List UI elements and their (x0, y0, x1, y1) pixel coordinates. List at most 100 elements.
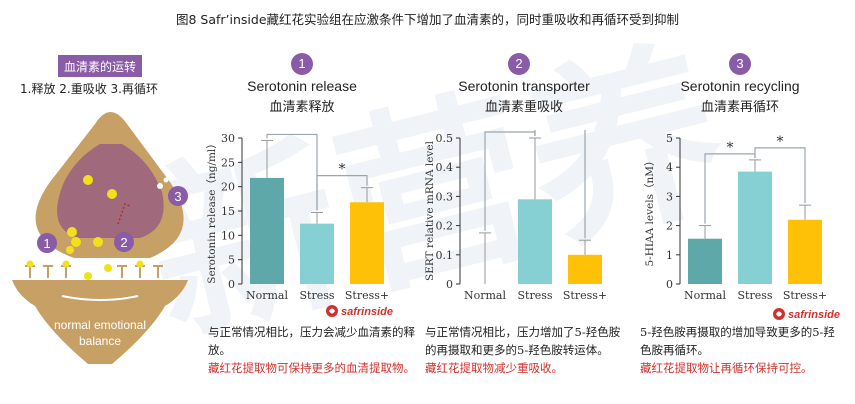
brand-name: safrinside (341, 306, 393, 318)
y-tick-label: 15 (221, 205, 235, 218)
safrinside-logo-1: safrinside (326, 305, 393, 318)
brand-name: safrinside (788, 309, 840, 321)
y-tick-label: 2 (666, 220, 673, 233)
vesicle (93, 237, 103, 247)
marker-1-label: 1 (43, 236, 50, 251)
category-label: Stress (517, 289, 552, 302)
y-tick-label: 30 (221, 132, 235, 145)
panel-2-desc-highlight: 藏红花提取物减少重吸收。 (425, 361, 563, 375)
vesicle (67, 227, 77, 237)
reuptake-arrow (117, 203, 131, 225)
y-axis-label: 5-HIAA levels（nM） (644, 155, 656, 266)
serotonin-dot (104, 264, 112, 272)
bar-stress (300, 223, 334, 284)
figure-title: 图8 Safr’inside藏红花实验组在应激条件下增加了血清素的，同时重吸收和… (175, 12, 680, 27)
serotonin-dot (84, 272, 92, 280)
y-axis-label: SERT relative mRNA level (424, 140, 436, 281)
y-tick-label: 4 (666, 161, 673, 174)
panel-1-description: 与正常情况相比，压力会减少血清素的释放。 藏红花提取物可保持更多的血清提取物。 (208, 323, 416, 377)
panel-1-title: Serotonin release (247, 78, 357, 94)
y-tick-label: 10 (221, 229, 235, 242)
y-tick-label: 0 (666, 278, 673, 291)
safrinside-logo-2: safrinside (773, 308, 840, 321)
vesicle (71, 237, 81, 247)
marker-1 (37, 233, 57, 253)
y-tick-label: 25 (221, 156, 235, 169)
panel-2-title: Serotonin transporter (458, 78, 590, 94)
balance-arc (61, 295, 139, 301)
bar-stress (738, 171, 772, 284)
y-tick-label: 0.3 (436, 190, 454, 203)
significance-label: * (777, 134, 784, 150)
vesicle (163, 177, 169, 183)
category-label: Normal (246, 289, 288, 302)
panel-3-description: 5-羟色胺再摄取的增加导致更多的5-羟色胺再循环。 藏红花提取物让再循环保持可控… (640, 323, 845, 377)
marker-2 (114, 232, 134, 252)
y-tick-label: 0.5 (436, 132, 454, 145)
panel-2-desc-text: 与正常情况相比，压力增加了5-羟色胺的再摄取和更多的5-羟色胺转运体。 (425, 325, 621, 357)
y-tick-label: 3 (666, 190, 673, 203)
bar-stress-plus (350, 202, 384, 284)
panel-2-description: 与正常情况相比，压力增加了5-羟色胺的再摄取和更多的5-羟色胺转运体。 藏红花提… (425, 323, 625, 377)
category-label: Normal (684, 289, 726, 302)
y-tick-label: 5 (228, 254, 235, 267)
marker-3 (168, 186, 188, 206)
y-tick-label: 1 (666, 249, 673, 262)
legend-list: 1.释放 2.重吸收 3.再循环 (20, 82, 158, 96)
bar-stress (518, 199, 552, 284)
marker-2-label: 2 (120, 235, 127, 250)
bar-normal (250, 177, 284, 284)
y-tick-label: 0.4 (436, 161, 454, 174)
category-label: Stress+ (563, 289, 607, 302)
vesicle (107, 189, 117, 199)
diagram-caption-2: balance (79, 334, 121, 348)
marker-3-label: 3 (174, 189, 181, 204)
postsynaptic-terminal (12, 280, 188, 364)
diagram-caption-1: normal emotional (54, 318, 146, 332)
panel-2-subtitle: 血清素重吸收 (484, 100, 563, 115)
receptors (25, 265, 163, 278)
category-label: Stress+ (345, 289, 389, 302)
significance-bracket (754, 147, 806, 204)
category-label: Normal (464, 289, 506, 302)
panel-1-number: 1 (291, 53, 313, 75)
panel-2-number: 2 (508, 53, 530, 75)
panel-3-subtitle: 血清素再循环 (700, 100, 779, 115)
significance-label: * (727, 140, 734, 156)
significance-label: * (289, 130, 296, 136)
serotonin-dot (62, 260, 70, 268)
panel-3-desc-text: 5-羟色胺再摄取的增加导致更多的5-羟色胺再循环。 (640, 325, 835, 357)
significance-bracket (316, 175, 368, 211)
serotonin-dot (26, 260, 34, 268)
y-tick-label: 20 (221, 181, 235, 194)
panel-1-subtitle: 血清素释放 (269, 100, 335, 115)
serotonin-dot (66, 246, 74, 254)
vesicle (83, 175, 93, 185)
significance-label: * (339, 162, 346, 178)
y-tick-label: 0.2 (436, 220, 454, 233)
category-label: Stress (737, 289, 772, 302)
panel-3-title: Serotonin recycling (680, 78, 800, 94)
serotonin-dot (136, 260, 144, 268)
panel-3-number: 3 (729, 53, 751, 75)
bar-stress-plus (788, 219, 822, 284)
significance-bracket (534, 130, 586, 239)
panel-3-desc-highlight: 藏红花提取物让再循环保持可控。 (640, 361, 813, 375)
significance-label: * (507, 130, 514, 134)
vesicle (157, 183, 163, 189)
chart-serotonin-recycling: 0 1 2 3 4 5 5-HIAA levels（nM） Normal Stress Stres… (644, 132, 827, 302)
bar-normal (688, 238, 722, 284)
significance-bracket (266, 133, 318, 211)
y-axis-label: Serotonin release（ng/ml） (206, 138, 218, 284)
y-tick-label: 0 (228, 278, 235, 291)
legend-tag: 血清素的运转 (58, 55, 143, 77)
category-label: Stress (299, 289, 334, 302)
bar-stress-plus (568, 254, 602, 284)
synapse-diagram: normal emotional balance 1 2 3 (12, 112, 188, 364)
y-tick-label: 0 (446, 278, 453, 291)
y-tick-label: 0.1 (436, 249, 454, 262)
panel-1-desc-text: 与正常情况相比，压力会减少血清素的释放。 (208, 325, 415, 357)
category-label: Stress+ (783, 289, 827, 302)
